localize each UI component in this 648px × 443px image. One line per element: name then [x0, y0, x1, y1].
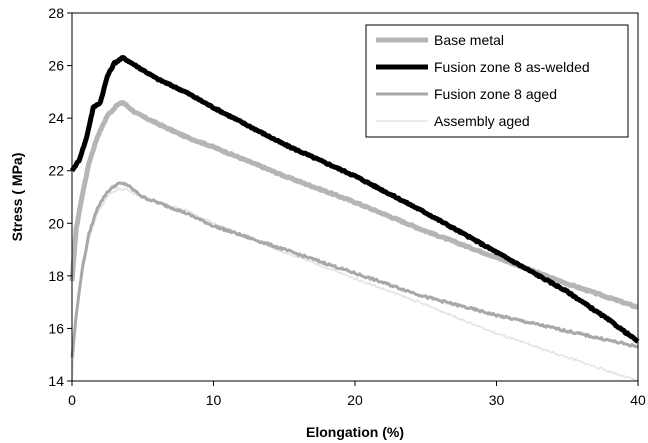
y-tick-label: 24	[48, 110, 64, 126]
y-tick-label: 28	[48, 5, 64, 21]
x-tick-label: 0	[68, 392, 76, 408]
x-tick-label: 20	[347, 392, 363, 408]
y-axis-ticks: 14 16 18 20 22 24 26 28	[48, 5, 72, 389]
legend-label: Assembly aged	[434, 113, 530, 129]
x-tick-label: 30	[489, 392, 505, 408]
y-tick-label: 16	[48, 320, 64, 336]
y-axis-title: Stress ( MPa)	[9, 153, 25, 242]
legend: Base metal Fusion zone 8 as-welded Fusion …	[365, 24, 629, 138]
x-axis-ticks: 0 10 20 30 40	[68, 381, 646, 408]
series-line-1	[69, 55, 640, 344]
series-line-3	[71, 187, 639, 382]
x-tick-label: 10	[206, 392, 222, 408]
y-tick-label: 22	[48, 163, 64, 179]
legend-label: Fusion zone 8 as-welded	[434, 59, 590, 75]
y-tick-label: 26	[48, 58, 64, 74]
x-axis-title: Elongation (%)	[306, 424, 404, 440]
y-tick-label: 20	[48, 215, 64, 231]
y-tick-label: 18	[48, 268, 64, 284]
y-tick-label: 14	[48, 373, 64, 389]
series-line-2	[70, 181, 639, 358]
legend-label: Fusion zone 8 aged	[434, 86, 557, 102]
legend-box	[365, 24, 629, 138]
series-layer	[69, 55, 640, 382]
legend-label: Base metal	[434, 32, 504, 48]
x-tick-label: 40	[630, 392, 646, 408]
